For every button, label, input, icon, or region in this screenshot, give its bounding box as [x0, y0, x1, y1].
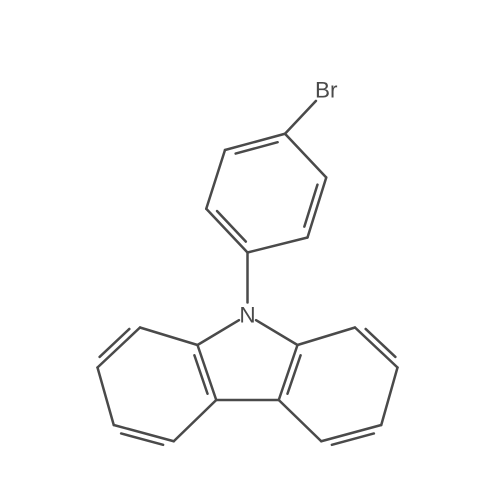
bond	[194, 355, 207, 394]
bond	[256, 320, 297, 345]
bond	[279, 400, 322, 441]
bond	[236, 142, 278, 153]
molecule-diagram: Br N	[0, 0, 500, 500]
bond	[174, 400, 217, 441]
bond	[287, 355, 300, 394]
bond	[206, 150, 225, 209]
bond	[304, 185, 317, 227]
bond	[140, 328, 198, 346]
bond	[285, 101, 316, 134]
bond	[285, 134, 326, 178]
bond	[198, 320, 239, 345]
bond	[381, 368, 397, 426]
atom-label-n: N	[239, 303, 255, 328]
bond	[355, 328, 398, 368]
bond	[298, 328, 356, 346]
bond	[206, 209, 247, 253]
bond	[98, 368, 114, 426]
bond	[332, 433, 374, 444]
bond	[248, 238, 308, 253]
bond	[98, 328, 141, 368]
bond	[121, 433, 163, 444]
atom-label-br: Br	[315, 78, 338, 103]
